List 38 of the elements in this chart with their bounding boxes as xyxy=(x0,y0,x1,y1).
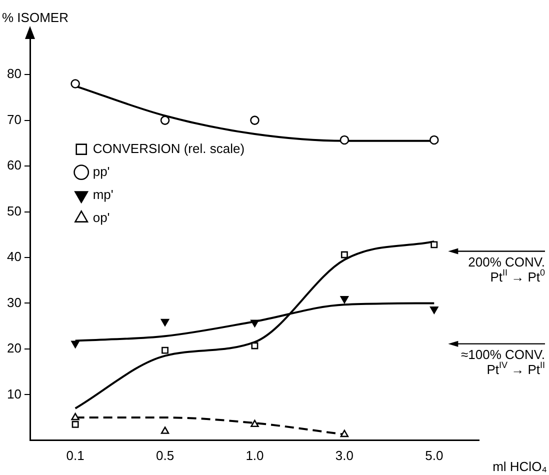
point xyxy=(430,306,438,314)
y-tick-label: 70 xyxy=(6,112,22,127)
point xyxy=(340,430,349,438)
point xyxy=(250,320,259,328)
legend-label: op' xyxy=(92,210,110,225)
y-tick-label: 30 xyxy=(6,294,22,310)
y-tick-label: 80 xyxy=(6,66,22,82)
legend-label: mp' xyxy=(92,186,114,202)
x-tick-label: 0.5 xyxy=(156,448,174,463)
point xyxy=(70,79,80,88)
point xyxy=(430,241,438,248)
point xyxy=(429,135,439,145)
y-tick-label: 20 xyxy=(6,340,22,356)
point xyxy=(250,420,259,428)
x-tick-label: 5.0 xyxy=(425,448,444,463)
y-tick-label: 40 xyxy=(6,249,22,264)
point xyxy=(340,296,349,304)
point xyxy=(162,346,168,354)
legend-label: pp' xyxy=(92,164,110,179)
point xyxy=(71,412,80,420)
point xyxy=(250,116,260,125)
x-tick-label: 0.1 xyxy=(66,448,84,463)
point xyxy=(160,116,170,125)
x-tick-label: 1.0 xyxy=(246,448,264,463)
y-tick-label: 10 xyxy=(6,386,22,402)
x-axis-title: ml HClO₄ xyxy=(492,459,547,474)
point xyxy=(160,318,170,326)
point xyxy=(160,426,170,434)
point xyxy=(251,342,258,350)
point xyxy=(340,251,348,258)
legend-label: CONVERSION (rel. scale) xyxy=(92,140,245,156)
point xyxy=(72,420,79,428)
y-tick-label: 50 xyxy=(6,203,22,218)
y-axis-title: % ISOMER xyxy=(2,10,68,25)
x-tick-label: 3.0 xyxy=(335,448,354,463)
y-tick-label: 60 xyxy=(6,158,22,173)
point xyxy=(340,135,350,145)
point xyxy=(71,340,80,348)
